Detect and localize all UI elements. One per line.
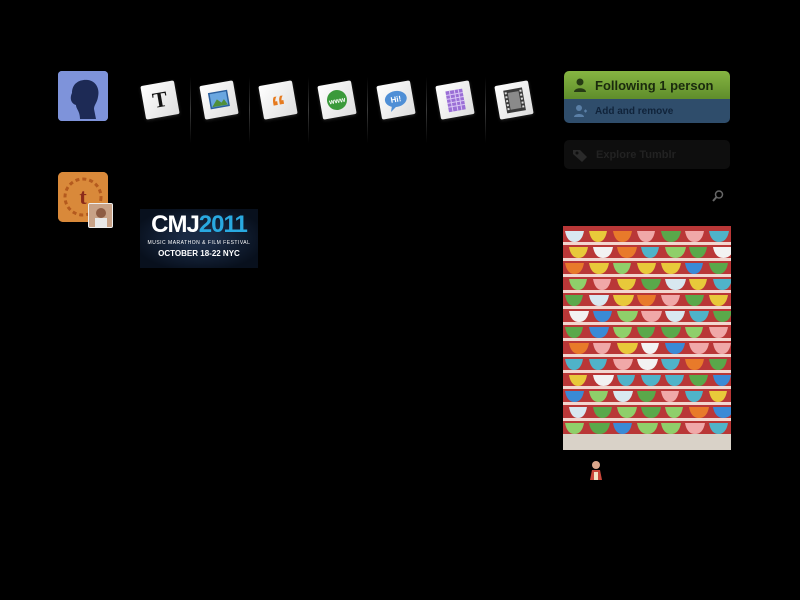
person-photo-icon — [89, 204, 112, 227]
secondary-avatar[interactable] — [88, 203, 113, 228]
tag-icon — [573, 149, 587, 162]
chat-post-icon: Hi! — [384, 90, 407, 113]
post-chat-button[interactable]: Hi! — [369, 71, 427, 146]
post-text-button[interactable]: T — [133, 71, 191, 146]
pyrex-bowls-image — [563, 226, 731, 450]
cmj-logo: CMJ2011 — [151, 211, 248, 238]
text-post-icon: T — [150, 85, 170, 114]
following-button[interactable]: Following 1 person — [564, 71, 730, 99]
photo-post-icon — [207, 89, 230, 110]
explore-tumblr-button[interactable]: Explore Tumblr — [564, 140, 730, 169]
add-person-icon — [574, 105, 587, 117]
person-icon — [574, 78, 586, 92]
post-video-button[interactable] — [487, 71, 545, 146]
quote-post-icon: “ — [269, 89, 290, 125]
post-audio-button[interactable] — [428, 71, 486, 146]
radar-photo[interactable] — [563, 226, 731, 450]
following-box: Following 1 person Add and remove — [564, 71, 730, 123]
svg-text:t: t — [79, 184, 87, 209]
following-label: Following 1 person — [595, 77, 714, 93]
add-remove-link[interactable]: Add and remove — [564, 99, 730, 123]
cmj-subtitle: MUSIC MARATHON & FILM FESTIVAL — [147, 240, 251, 246]
post-type-bar: T “ www Hi! — [133, 71, 553, 146]
video-post-icon — [503, 87, 526, 114]
add-remove-label: Add and remove — [595, 105, 674, 117]
user-avatar[interactable] — [58, 71, 108, 121]
radar-poster-avatar[interactable] — [586, 458, 606, 480]
svg-text:Hi!: Hi! — [390, 94, 402, 105]
cmj-dates: OCTOBER 18-22 NYC — [158, 249, 240, 258]
audio-post-icon — [445, 88, 466, 113]
svg-text:www: www — [328, 97, 347, 107]
post-photo-button[interactable] — [192, 71, 250, 146]
silhouette-head-icon — [58, 71, 108, 121]
link-post-icon: www — [327, 90, 347, 110]
post-quote-button[interactable]: “ — [251, 71, 309, 146]
post-link-button[interactable]: www — [310, 71, 368, 146]
post-image-cmj[interactable]: CMJ2011 MUSIC MARATHON & FILM FESTIVAL O… — [140, 209, 258, 268]
search-icon[interactable] — [711, 189, 725, 203]
explore-label: Explore Tumblr — [596, 148, 676, 161]
